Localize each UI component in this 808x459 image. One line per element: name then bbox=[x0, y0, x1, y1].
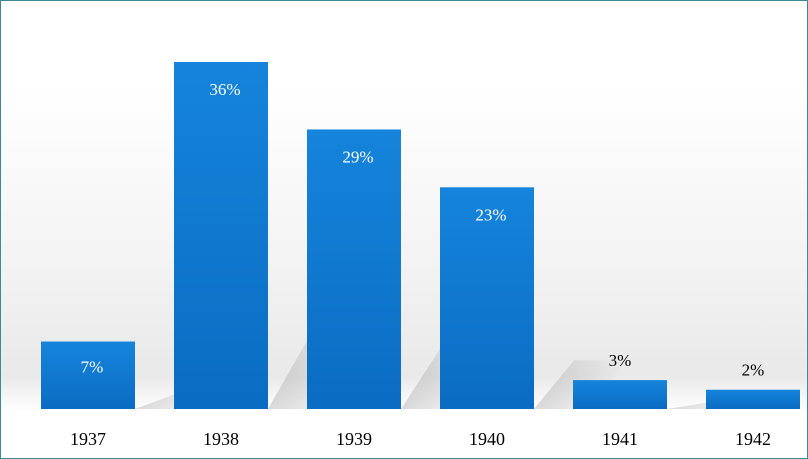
bar-1941 bbox=[573, 380, 667, 409]
category-label-1941: 1941 bbox=[602, 429, 638, 449]
category-labels: 1937 1938 1939 1940 1941 1942 bbox=[70, 429, 771, 449]
category-label-1939: 1939 bbox=[336, 429, 372, 449]
category-label-1942: 1942 bbox=[735, 429, 771, 449]
bars bbox=[41, 62, 800, 409]
data-label-1942: 2% bbox=[742, 361, 765, 380]
category-label-1937: 1937 bbox=[70, 429, 106, 449]
category-label-1940: 1940 bbox=[469, 429, 505, 449]
bar-1938 bbox=[174, 62, 268, 409]
data-label-1938: 36% bbox=[209, 80, 240, 99]
bar-1940 bbox=[440, 187, 534, 409]
bar-1937 bbox=[41, 341, 135, 409]
bar-1939 bbox=[307, 129, 401, 409]
category-label-1938: 1938 bbox=[203, 429, 239, 449]
data-label-1940: 23% bbox=[475, 205, 506, 224]
data-label-1937: 7% bbox=[81, 358, 104, 377]
bar-1942 bbox=[706, 389, 800, 409]
data-label-1941: 3% bbox=[609, 351, 632, 370]
data-label-1939: 29% bbox=[342, 147, 373, 166]
data-labels: 7% 36% 29% 23% 3% 2% bbox=[81, 80, 765, 380]
